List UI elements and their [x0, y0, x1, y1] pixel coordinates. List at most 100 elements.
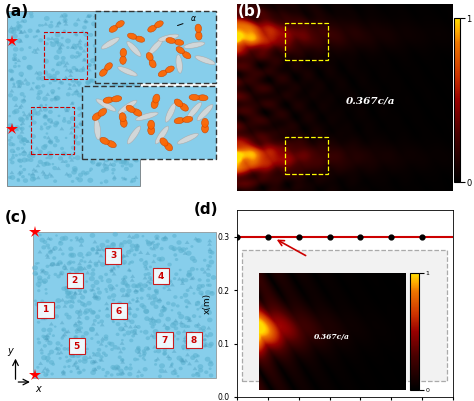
- Circle shape: [111, 168, 116, 172]
- Circle shape: [8, 28, 14, 34]
- Circle shape: [187, 317, 191, 320]
- Polygon shape: [95, 251, 100, 255]
- Circle shape: [165, 59, 168, 61]
- Circle shape: [112, 320, 115, 322]
- Circle shape: [73, 152, 76, 154]
- Circle shape: [93, 44, 97, 48]
- Circle shape: [124, 97, 128, 101]
- Circle shape: [37, 262, 40, 264]
- Polygon shape: [52, 262, 57, 266]
- Circle shape: [44, 174, 49, 179]
- Circle shape: [163, 44, 167, 47]
- Circle shape: [51, 363, 55, 366]
- Circle shape: [206, 264, 210, 267]
- Circle shape: [190, 267, 195, 271]
- Circle shape: [56, 63, 59, 66]
- Circle shape: [46, 265, 49, 268]
- Polygon shape: [96, 162, 100, 166]
- Circle shape: [61, 328, 66, 332]
- Polygon shape: [111, 250, 117, 254]
- Circle shape: [47, 155, 53, 160]
- Circle shape: [124, 167, 129, 171]
- Circle shape: [197, 284, 202, 289]
- Circle shape: [48, 126, 52, 128]
- Circle shape: [104, 167, 109, 171]
- Circle shape: [34, 300, 37, 302]
- Circle shape: [54, 136, 58, 140]
- Polygon shape: [135, 244, 140, 247]
- Polygon shape: [39, 348, 44, 351]
- Circle shape: [122, 240, 128, 244]
- Circle shape: [199, 55, 203, 59]
- Polygon shape: [70, 101, 74, 105]
- Circle shape: [67, 261, 72, 265]
- Polygon shape: [9, 89, 14, 93]
- Circle shape: [116, 373, 120, 376]
- Circle shape: [155, 235, 160, 239]
- Circle shape: [19, 127, 22, 130]
- Circle shape: [66, 291, 70, 295]
- Circle shape: [45, 104, 47, 106]
- Polygon shape: [9, 25, 14, 29]
- Polygon shape: [55, 24, 60, 27]
- Circle shape: [20, 92, 25, 96]
- Circle shape: [186, 273, 191, 277]
- Polygon shape: [172, 107, 177, 110]
- Polygon shape: [118, 13, 123, 17]
- Ellipse shape: [182, 52, 191, 59]
- Polygon shape: [81, 66, 86, 69]
- Polygon shape: [172, 121, 177, 124]
- Circle shape: [63, 153, 66, 156]
- Circle shape: [69, 353, 75, 358]
- Polygon shape: [38, 361, 43, 365]
- Circle shape: [111, 152, 115, 155]
- Polygon shape: [95, 120, 100, 124]
- Polygon shape: [12, 84, 17, 88]
- Circle shape: [68, 156, 72, 159]
- Circle shape: [37, 71, 43, 76]
- Circle shape: [186, 289, 190, 292]
- Circle shape: [35, 302, 40, 306]
- Circle shape: [116, 60, 120, 63]
- Polygon shape: [144, 267, 149, 270]
- Circle shape: [166, 282, 170, 285]
- Circle shape: [118, 26, 121, 29]
- Circle shape: [206, 46, 211, 50]
- Circle shape: [149, 322, 154, 325]
- Circle shape: [148, 318, 153, 322]
- Circle shape: [146, 240, 151, 244]
- Polygon shape: [193, 237, 198, 240]
- Circle shape: [107, 93, 111, 97]
- Circle shape: [168, 30, 173, 34]
- Polygon shape: [22, 149, 27, 153]
- Circle shape: [124, 178, 127, 180]
- Circle shape: [200, 267, 204, 271]
- Circle shape: [80, 301, 82, 303]
- Circle shape: [109, 133, 114, 137]
- Circle shape: [8, 13, 13, 17]
- Circle shape: [160, 309, 164, 313]
- Circle shape: [9, 142, 14, 146]
- Circle shape: [211, 275, 216, 280]
- Polygon shape: [191, 276, 196, 279]
- Circle shape: [203, 338, 207, 341]
- Circle shape: [94, 152, 99, 156]
- Circle shape: [141, 153, 146, 158]
- Polygon shape: [45, 333, 50, 337]
- Polygon shape: [49, 302, 54, 306]
- Polygon shape: [20, 81, 25, 85]
- Circle shape: [154, 290, 157, 292]
- Circle shape: [55, 306, 58, 309]
- Circle shape: [165, 151, 171, 156]
- Circle shape: [131, 24, 136, 29]
- Polygon shape: [63, 64, 68, 67]
- Circle shape: [172, 234, 177, 238]
- Circle shape: [131, 100, 136, 105]
- Circle shape: [9, 175, 15, 180]
- Polygon shape: [126, 318, 131, 322]
- Circle shape: [181, 40, 184, 43]
- Circle shape: [10, 43, 14, 47]
- Circle shape: [85, 139, 89, 142]
- Polygon shape: [127, 300, 132, 304]
- Circle shape: [131, 93, 137, 97]
